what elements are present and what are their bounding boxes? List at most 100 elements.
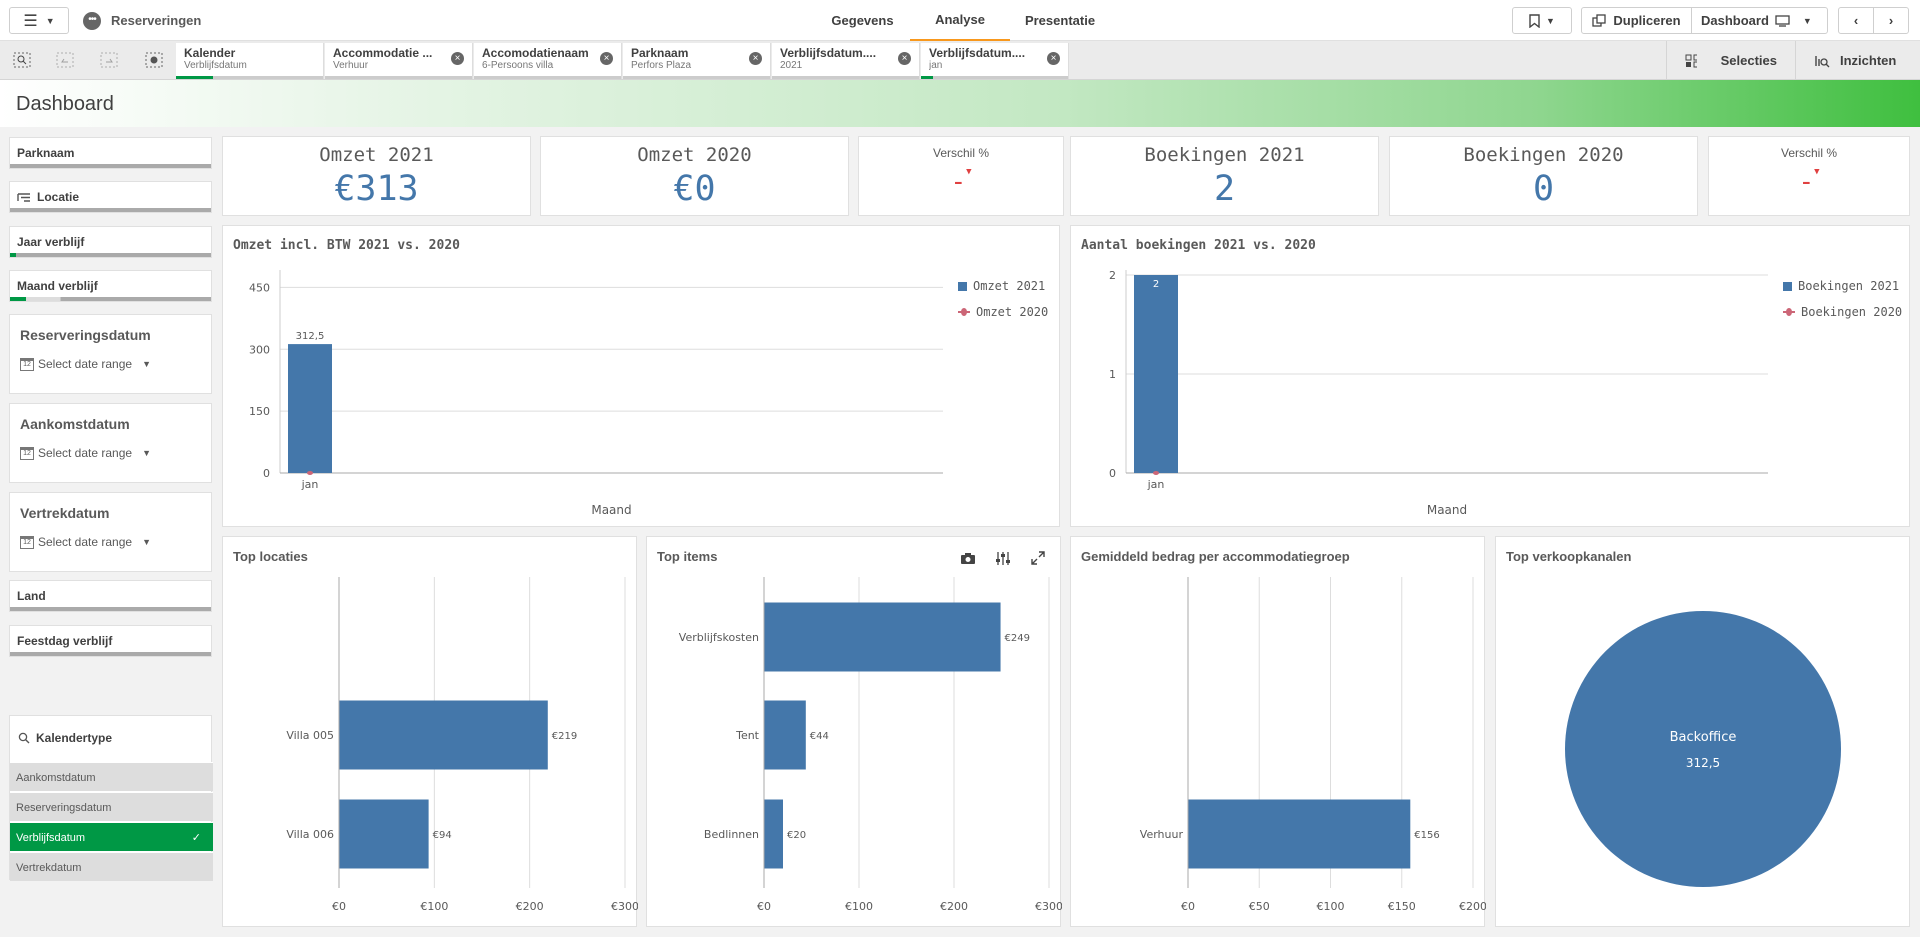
sheet-icon [1775, 14, 1790, 27]
data-label: 312,5 [296, 331, 325, 342]
chart-title: Top items [657, 549, 718, 564]
next-sheet-button[interactable]: › [1873, 7, 1909, 34]
line-point [307, 471, 313, 475]
kpi-value: - [950, 167, 967, 197]
kpi-boekingen-2020[interactable]: Boekingen 2020 0 [1389, 136, 1698, 216]
fullscreen-button[interactable] [1027, 547, 1049, 569]
filter-label: Jaar verblijf [17, 235, 85, 249]
chip-state-bar [921, 76, 1068, 79]
date-range-placeholder: Select date range [38, 535, 133, 549]
chart-top-items[interactable]: Top items €0 €100 €200 €300 Verblijfskosten €… [646, 536, 1062, 927]
data-label: €20 [787, 830, 806, 841]
legend-item[interactable]: Omzet 2020 [958, 299, 1048, 325]
date-filter-reserveringsdatum: Reserveringsdatum 12 Select date range ▼ [9, 314, 212, 394]
chart-top-verkoopkanalen[interactable]: Top verkoopkanalen Backoffice 312,5 [1495, 536, 1910, 927]
selection-chip-verblijfsdatum-maand[interactable]: Verblijfsdatum.... jan × [921, 43, 1069, 79]
sliders-icon [996, 551, 1010, 565]
close-icon[interactable]: × [1047, 52, 1060, 65]
legend-item[interactable]: Boekingen 2021 [1783, 273, 1902, 299]
filter-label: Locatie [37, 190, 80, 204]
chip-state-bar [325, 76, 472, 79]
selection-chip-accomodatienaam[interactable]: Accomodatienaam 6-Persoons villa × [474, 43, 622, 79]
step-forward-tool[interactable] [97, 49, 121, 71]
legend-swatch [958, 308, 970, 316]
search-icon[interactable] [18, 732, 30, 744]
selection-chip-verblijfsdatum-jaar[interactable]: Verblijfsdatum.... 2021 × [772, 43, 920, 79]
filter-maand-verblijf[interactable]: Maand verblijf [9, 270, 212, 302]
tab-analyse[interactable]: Analyse [910, 0, 1010, 41]
navigation-menu-button[interactable]: ☰ ▼ [9, 7, 69, 34]
calendar-icon: 12 [20, 535, 34, 549]
date-filter-vertrekdatum: Vertrekdatum 12 Select date range ▼ [9, 492, 212, 572]
close-icon[interactable]: × [749, 52, 762, 65]
y-category-label: Verblijfskosten [679, 631, 759, 644]
y-category-label: Bedlinnen [704, 828, 759, 841]
legend-item[interactable]: Boekingen 2020 [1783, 299, 1902, 325]
filter-land[interactable]: Land [9, 580, 212, 612]
kpi-omzet-2021[interactable]: Omzet 2021 €313 [222, 136, 531, 216]
kpi-omzet-2020[interactable]: Omzet 2020 €0 [540, 136, 849, 216]
sheet-selector-button[interactable]: Dashboard ▼ [1691, 7, 1828, 34]
pie-slice [1565, 611, 1841, 887]
kpi-verschil-boekingen[interactable]: Verschil % -▼ [1708, 136, 1910, 216]
smart-search-tool[interactable] [10, 49, 34, 71]
selections-tool-button[interactable]: Selecties [1666, 41, 1795, 80]
kpi-boekingen-2021[interactable]: Boekingen 2021 2 [1070, 136, 1379, 216]
duplicate-button[interactable]: Dupliceren [1581, 7, 1692, 34]
tab-gegevens[interactable]: Gegevens [831, 13, 894, 28]
chart-boekingen[interactable]: Aantal boekingen 2021 vs. 2020 0 1 2 2 jan Ma… [1070, 225, 1910, 527]
caret-down-icon: ▼ [1546, 15, 1555, 26]
omzet-chart-svg: 0 150 300 450 312,5 jan Maand [249, 270, 943, 517]
insights-button[interactable]: Inzichten [1795, 41, 1920, 80]
date-range-picker[interactable]: 12 Select date range ▼ [20, 357, 151, 371]
data-label: €219 [552, 731, 577, 742]
exploration-button[interactable] [992, 547, 1014, 569]
date-range-picker[interactable]: 12 Select date range ▼ [20, 535, 151, 549]
date-range-picker[interactable]: 12 Select date range ▼ [20, 446, 151, 460]
list-item-aankomstdatum[interactable]: Aankomstdatum [10, 762, 213, 791]
camera-icon [961, 552, 975, 564]
filter-locatie[interactable]: Locatie [9, 181, 212, 213]
previous-sheet-button[interactable]: ‹ [1838, 7, 1874, 34]
selection-chip-accommodatie[interactable]: Accommodatie ... Verhuur × [325, 43, 473, 79]
chart-omzet[interactable]: Omzet incl. BTW 2021 vs. 2020 0 150 300 450… [222, 225, 1060, 527]
x-tick-label: jan [1147, 478, 1165, 491]
snapshot-button[interactable] [957, 547, 979, 569]
selection-chip-kalender[interactable]: Kalender Verblijfsdatum [176, 43, 324, 79]
filter-feestdag-verblijf[interactable]: Feestdag verblijf [9, 625, 212, 657]
filter-label: Feestdag verblijf [17, 634, 113, 648]
slice-label: Backoffice [1670, 730, 1737, 745]
chart-gemiddeld-bedrag[interactable]: Gemiddeld bedrag per accommodatiegroep €… [1070, 536, 1486, 927]
bar [764, 602, 1001, 672]
list-item-vertrekdatum[interactable]: Vertrekdatum [10, 852, 213, 881]
tab-presentatie[interactable]: Presentatie [1024, 13, 1096, 28]
chip-value: jan [929, 60, 943, 71]
clear-all-tool[interactable] [142, 49, 166, 71]
chevron-right-icon: › [1888, 13, 1894, 28]
list-item-verblijfsdatum[interactable]: Verblijfsdatum ✓ [10, 822, 213, 851]
filter-state-bar [10, 652, 211, 656]
kpi-label: Omzet 2021 [319, 144, 434, 166]
chart-top-locaties[interactable]: Top locaties €0 €100 €200 €300 Villa 005 €219… [222, 536, 638, 927]
filter-jaar-verblijf[interactable]: Jaar verblijf [9, 226, 212, 258]
data-label: €249 [1005, 633, 1030, 644]
y-category-label: Tent [735, 729, 760, 742]
clear-all-icon [145, 52, 163, 68]
close-icon[interactable]: × [600, 52, 613, 65]
list-item-reserveringsdatum[interactable]: Reserveringsdatum [10, 792, 213, 821]
filter-parknaam[interactable]: Parknaam [9, 137, 212, 169]
duplicate-label: Dupliceren [1613, 13, 1681, 28]
close-icon[interactable]: × [898, 52, 911, 65]
legend-item[interactable]: Omzet 2021 [958, 273, 1048, 299]
kpi-verschil-omzet[interactable]: Verschil % -▼ [858, 136, 1064, 216]
selection-chip-parknaam[interactable]: Parknaam Perfors Plaza × [623, 43, 771, 79]
bookmarks-button[interactable]: ▼ [1512, 7, 1572, 34]
kpi-label: Verschil % [932, 146, 990, 160]
chip-field: Accommodatie ... [333, 46, 433, 60]
calendar-icon: 12 [20, 446, 34, 460]
filter-label: Maand verblijf [17, 279, 98, 293]
kpi-value: - [1798, 167, 1815, 197]
filter-state-bar [10, 253, 211, 257]
close-icon[interactable]: × [451, 52, 464, 65]
step-back-tool[interactable] [53, 49, 77, 71]
